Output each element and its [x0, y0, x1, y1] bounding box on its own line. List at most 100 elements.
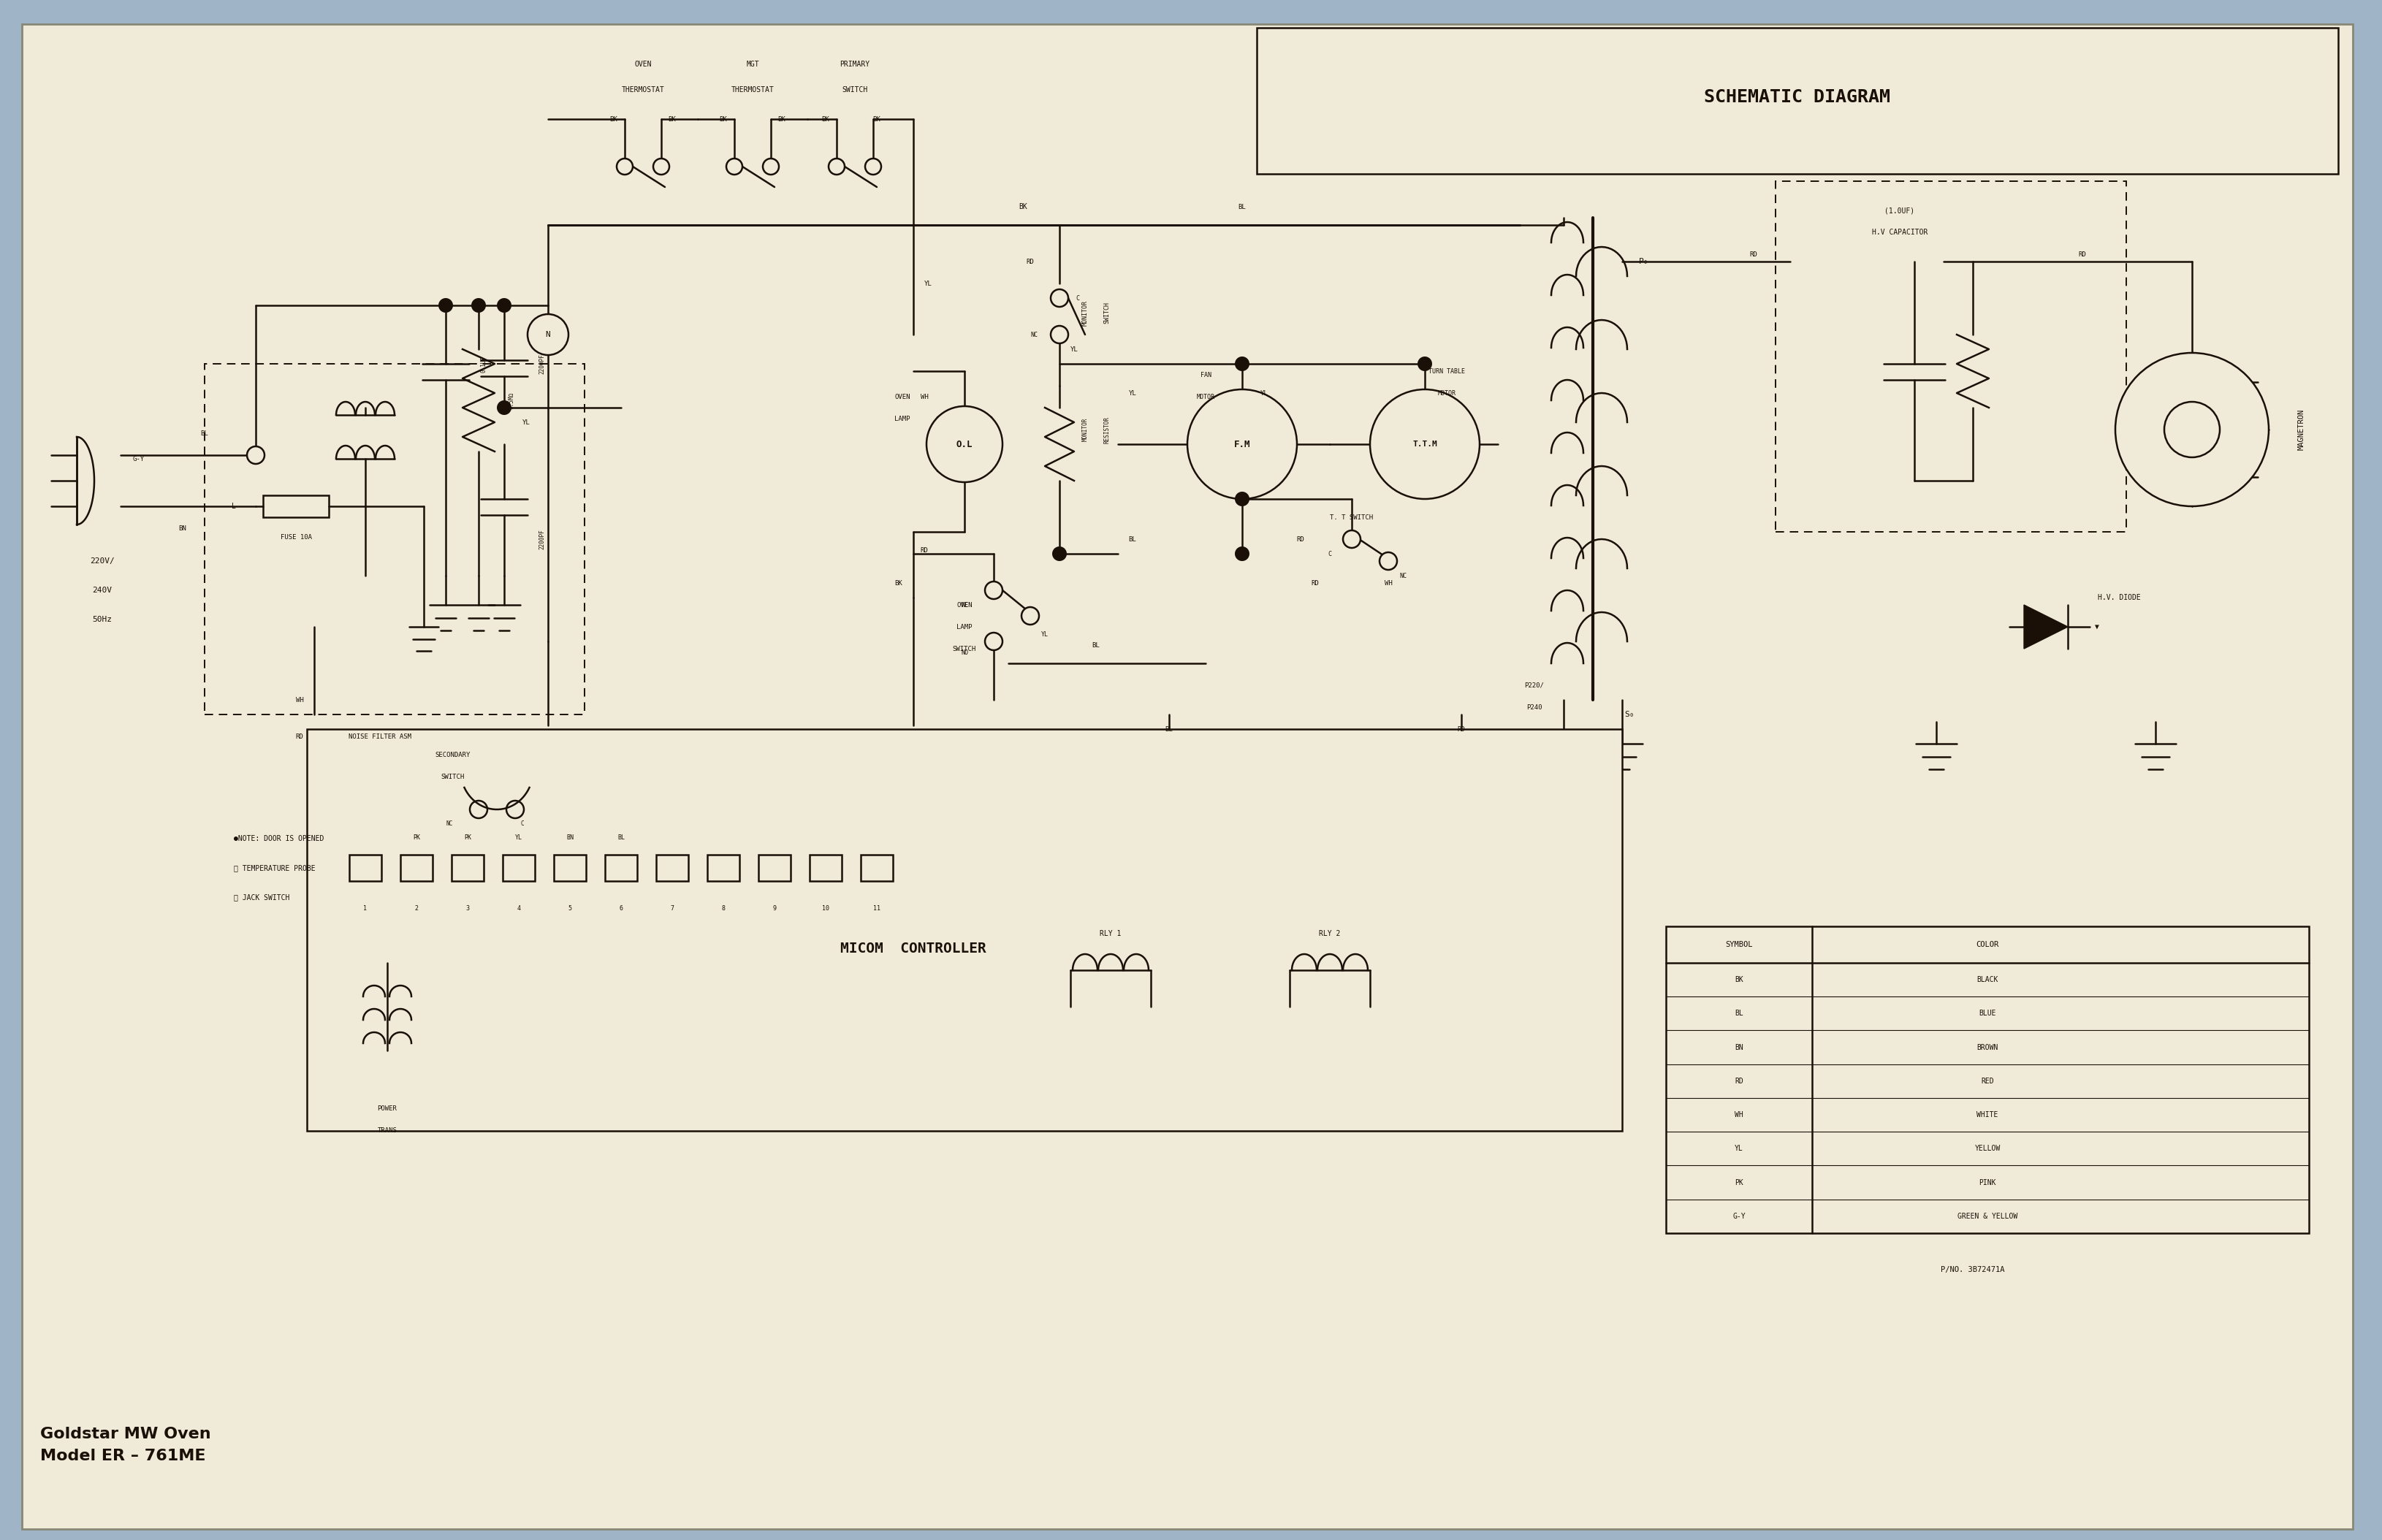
Text: BK: BK [669, 116, 676, 122]
Text: MOTOR: MOTOR [1439, 390, 1455, 396]
Bar [262, 496, 329, 517]
Text: NO: NO [960, 648, 967, 656]
Text: BK: BK [1734, 976, 1744, 984]
Text: OVEN: OVEN [896, 393, 910, 400]
Circle shape [1379, 553, 1398, 570]
Text: L: L [231, 502, 236, 510]
Text: BROWN: BROWN [1977, 1044, 1998, 1050]
Text: YL: YL [924, 280, 931, 286]
Text: SWITCH: SWITCH [841, 86, 867, 94]
Circle shape [829, 159, 846, 174]
Bar [1775, 182, 2127, 531]
Text: T. T SWITCH: T. T SWITCH [1329, 514, 1374, 521]
Text: RD: RD [295, 733, 303, 739]
Text: 6: 6 [619, 906, 624, 912]
Circle shape [1234, 491, 1251, 507]
Text: RD: RD [1310, 579, 1320, 587]
Circle shape [472, 299, 486, 313]
Text: GREEN & YELLOW: GREEN & YELLOW [1958, 1212, 2018, 1220]
Text: 9: 9 [772, 906, 777, 912]
Text: YL: YL [1260, 390, 1267, 396]
Text: T.T.M: T.T.M [1413, 440, 1436, 448]
Text: YL: YL [1734, 1146, 1744, 1152]
Text: FUSE 10A: FUSE 10A [281, 534, 312, 541]
Text: POWER: POWER [376, 1106, 398, 1112]
Circle shape [927, 407, 1003, 482]
Text: H.V CAPACITOR: H.V CAPACITOR [1872, 228, 1927, 236]
Text: 0.1UF: 0.1UF [481, 356, 486, 373]
Text: ●NOTE: DOOR IS OPENED: ●NOTE: DOOR IS OPENED [233, 835, 324, 842]
Text: BN: BN [567, 835, 574, 841]
Text: YL: YL [522, 419, 531, 425]
Text: RESISTOR: RESISTOR [1103, 416, 1110, 444]
Text: MOTOR: MOTOR [1196, 393, 1215, 400]
Text: BN: BN [179, 525, 186, 531]
Text: ⒨ TEMPERATURE PROBE: ⒨ TEMPERATURE PROBE [233, 864, 314, 872]
Text: 1: 1 [364, 906, 367, 912]
Bar [205, 363, 584, 715]
Text: NC: NC [960, 602, 967, 608]
Text: SWITCH: SWITCH [953, 645, 977, 651]
Text: 5: 5 [567, 906, 572, 912]
Text: Ⓑ JACK SWITCH: Ⓑ JACK SWITCH [233, 893, 291, 901]
Circle shape [727, 159, 743, 174]
Circle shape [1234, 547, 1251, 561]
Bar [307, 728, 1622, 1130]
Text: YELLOW: YELLOW [1975, 1146, 2001, 1152]
Text: H.V. DIODE: H.V. DIODE [2099, 594, 2141, 601]
Bar [605, 855, 636, 881]
Bar [453, 855, 484, 881]
Circle shape [865, 159, 881, 174]
Text: NC: NC [1031, 331, 1039, 337]
Text: 2200PF: 2200PF [538, 354, 545, 374]
Text: OVEN: OVEN [958, 602, 972, 608]
Text: 0.5MΩ: 0.5MΩ [507, 391, 515, 408]
Circle shape [1050, 290, 1067, 306]
Text: SYMBOL: SYMBOL [1725, 941, 1753, 949]
Text: WH: WH [919, 393, 929, 400]
Circle shape [1053, 547, 1067, 561]
Text: 4: 4 [517, 906, 522, 912]
Text: RD: RD [1751, 251, 1758, 257]
Text: TRANS: TRANS [376, 1127, 398, 1133]
Text: ▼: ▼ [2094, 624, 2099, 630]
Circle shape [526, 314, 569, 356]
Text: 2: 2 [414, 906, 419, 912]
Text: BL: BL [1734, 1010, 1744, 1018]
Text: MGT: MGT [746, 60, 760, 68]
Text: PINK: PINK [1979, 1178, 1996, 1186]
Circle shape [984, 582, 1003, 599]
Text: BL: BL [200, 430, 210, 436]
Circle shape [653, 159, 669, 174]
Text: C: C [522, 821, 524, 827]
Bar [860, 855, 893, 881]
Circle shape [617, 159, 634, 174]
Bar [503, 855, 536, 881]
Text: NC: NC [445, 821, 453, 827]
Text: BL: BL [1129, 536, 1136, 542]
Circle shape [1050, 326, 1067, 343]
Text: BN: BN [1734, 1044, 1744, 1050]
Text: RD: RD [2079, 251, 2087, 257]
Text: PK: PK [1734, 1178, 1744, 1186]
Text: YL: YL [1041, 631, 1048, 638]
Text: C: C [1077, 294, 1079, 302]
Text: RLY 1: RLY 1 [1100, 930, 1122, 938]
Text: 3: 3 [467, 906, 469, 912]
Text: RD: RD [1734, 1078, 1744, 1084]
Circle shape [762, 159, 779, 174]
Text: BL: BL [1165, 725, 1172, 733]
Text: 11: 11 [874, 906, 881, 912]
Text: BL: BL [1239, 203, 1246, 209]
Text: P240: P240 [1527, 704, 1541, 710]
Text: YL: YL [515, 835, 522, 841]
Bar [400, 855, 434, 881]
Text: F.M: F.M [1234, 439, 1251, 450]
Bar [350, 855, 381, 881]
Text: BK: BK [872, 116, 881, 122]
Circle shape [1417, 356, 1432, 371]
Text: P220/: P220/ [1524, 682, 1544, 688]
Text: 220V/: 220V/ [91, 557, 114, 565]
Text: BK: BK [822, 116, 829, 122]
Text: MONITOR: MONITOR [1081, 417, 1089, 442]
